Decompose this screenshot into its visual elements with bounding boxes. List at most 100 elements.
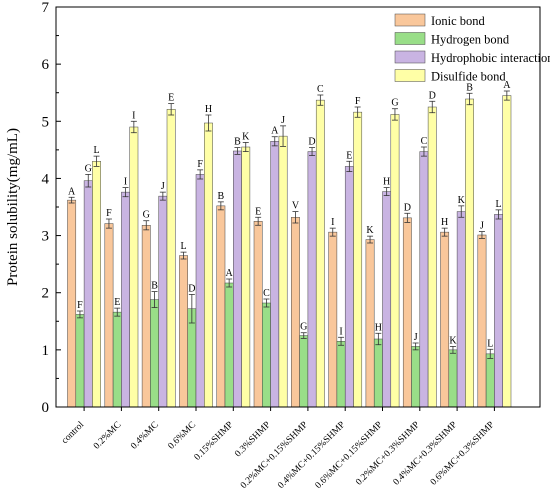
x-tick-label: 0.3%SHMP — [233, 420, 272, 459]
bar — [291, 217, 300, 408]
bar — [204, 122, 213, 408]
bar — [233, 150, 242, 408]
legend-swatch — [394, 32, 426, 45]
error-bar — [76, 310, 83, 319]
significance-letter: E — [114, 297, 120, 308]
bar — [477, 234, 487, 408]
significance-letter: H — [441, 217, 448, 228]
bar — [365, 239, 375, 408]
error-bar — [412, 342, 419, 351]
error-bar — [122, 187, 129, 198]
bar — [67, 199, 77, 408]
significance-letter: G — [85, 163, 92, 174]
significance-letter: J — [161, 181, 165, 192]
bar — [448, 349, 458, 408]
bar — [187, 308, 197, 408]
significance-letter: C — [317, 84, 324, 95]
x-tick-label: 0.2%MC+0.15%SHMP — [239, 420, 310, 491]
significance-letter: B — [218, 191, 225, 202]
x-axis: control 0.2%MC 0.4%MC 0.6%MC0.15%SHMP0.3%SH… — [60, 407, 497, 491]
error-bar — [255, 216, 262, 226]
error-bar — [346, 160, 353, 172]
error-bar — [130, 120, 137, 134]
legend-label: Disulfide bond — [431, 70, 506, 84]
bar — [465, 98, 474, 408]
significance-letter: D — [429, 90, 436, 101]
bar — [92, 161, 101, 408]
error-bar — [367, 235, 374, 244]
error-bar — [105, 218, 112, 229]
error-bar — [449, 346, 456, 354]
error-bar — [226, 278, 233, 288]
y-axis: 0 1 2 3 4 5 6 7 — [42, 0, 61, 416]
x-tick-label: 0.6%MC — [167, 420, 199, 452]
bar — [353, 111, 363, 408]
bar — [278, 135, 288, 408]
x-tick-label: 0.6%MC+0.3%SHMP — [429, 420, 497, 488]
bar — [141, 225, 151, 408]
error-bar — [205, 114, 212, 132]
bar — [440, 231, 450, 408]
significance-letter: I — [339, 326, 342, 337]
bar — [427, 106, 437, 408]
bar — [419, 151, 429, 408]
legend-label: Hydrogen bond — [431, 33, 510, 47]
legend-label: Ionic bond — [431, 14, 486, 28]
error-bar — [280, 125, 287, 147]
significance-letter: F — [106, 208, 112, 219]
significance-letter: L — [93, 145, 99, 156]
bar — [390, 114, 400, 408]
y-tick-label: 7 — [42, 0, 50, 16]
bar — [241, 146, 251, 408]
legend-item: Disulfide bond — [394, 69, 506, 84]
significance-letter: A — [271, 126, 279, 137]
significance-letter: B — [234, 137, 241, 148]
error-bar — [495, 209, 502, 220]
significance-letter: K — [449, 335, 457, 346]
significance-letter: G — [143, 210, 150, 221]
significance-letter: B — [151, 281, 158, 292]
significance-letter: I — [331, 217, 334, 228]
significance-letter: D — [308, 137, 315, 148]
significance-letter: V — [292, 201, 300, 212]
bars-layer — [67, 95, 512, 408]
error-bar — [458, 205, 465, 218]
bar — [315, 99, 325, 408]
y-tick-label: 4 — [42, 171, 50, 187]
error-bar — [234, 147, 241, 155]
error-bar — [317, 94, 324, 106]
error-bar — [338, 336, 345, 346]
bar — [216, 205, 226, 408]
error-bar — [375, 332, 382, 346]
y-tick-label: 6 — [42, 57, 50, 73]
legend-swatch — [394, 50, 426, 64]
significance-letter: C — [421, 136, 428, 147]
error-bar — [383, 187, 390, 196]
x-tick-label: 0.6%MC+0.15%SHMP — [314, 420, 385, 491]
error-bar — [466, 92, 473, 106]
x-tick-label: 0.4%MC — [129, 420, 161, 452]
significance-letter: F — [355, 96, 361, 107]
x-tick-label: 0.4%MC+0.15%SHMP — [276, 420, 347, 491]
legend-swatch — [394, 69, 426, 82]
bar — [336, 341, 346, 408]
bar — [195, 174, 205, 408]
error-bar — [68, 196, 75, 204]
bar — [166, 109, 176, 408]
bar — [270, 141, 280, 408]
significance-letter: C — [263, 288, 270, 299]
significance-letter: J — [414, 332, 418, 343]
error-bar — [271, 136, 278, 147]
error-bar — [188, 294, 195, 324]
significance-letter: A — [226, 268, 234, 279]
error-bar — [391, 108, 398, 121]
error-bar — [263, 298, 270, 308]
significance-letter: G — [391, 98, 398, 109]
error-bar — [292, 211, 299, 224]
error-bar — [151, 291, 158, 308]
significance-letter: D — [404, 202, 411, 213]
bar — [121, 191, 130, 408]
significance-letter: L — [487, 338, 493, 349]
